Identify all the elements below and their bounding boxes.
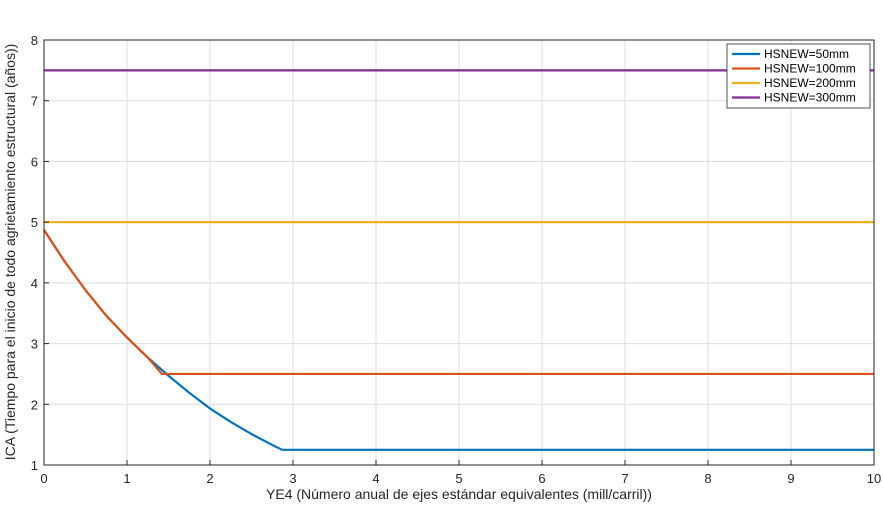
y-tick-label: 5 [31,215,38,230]
x-tick-label: 7 [621,471,628,486]
y-tick-label: 8 [31,33,38,48]
x-tick-labels: 0 1 2 3 4 5 6 7 8 9 10 [40,460,881,486]
x-tick-label: 0 [40,471,47,486]
x-tick-label: 3 [289,471,296,486]
x-tick-label: 8 [704,471,711,486]
legend-label: HSNEW=300mm [764,91,856,105]
series-line-1 [43,229,874,376]
x-tick-label: 9 [787,471,794,486]
legend-label: HSNEW=200mm [764,76,856,90]
legend: HSNEW=50mmHSNEW=100mmHSNEW=200mmHSNEW=30… [726,43,871,109]
series-lines [43,69,874,451]
y-tick-label: 4 [31,276,38,291]
y-tick-label: 7 [31,94,38,109]
y-tick-label: 1 [31,458,38,473]
x-tick-label: 10 [867,471,881,486]
legend-label: HSNEW=50mm [764,47,849,61]
y-tick-label: 3 [31,337,38,352]
y-tick-label: 6 [31,154,38,169]
y-tick-label: 2 [31,397,38,412]
x-tick-label: 2 [206,471,213,486]
y-tick-labels: 1 2 3 4 5 6 7 8 [31,33,49,473]
x-tick-label: 4 [372,471,379,486]
x-tick-label: 1 [123,471,130,486]
x-tick-label: 6 [538,471,545,486]
y-axis-label: ICA (Tiempo para el inicio de todo agrie… [2,44,18,461]
legend-label: HSNEW=100mm [764,62,856,76]
x-tick-label: 5 [455,471,462,486]
x-axis-label: YE4 (Número anual de ejes estándar equiv… [266,486,652,502]
